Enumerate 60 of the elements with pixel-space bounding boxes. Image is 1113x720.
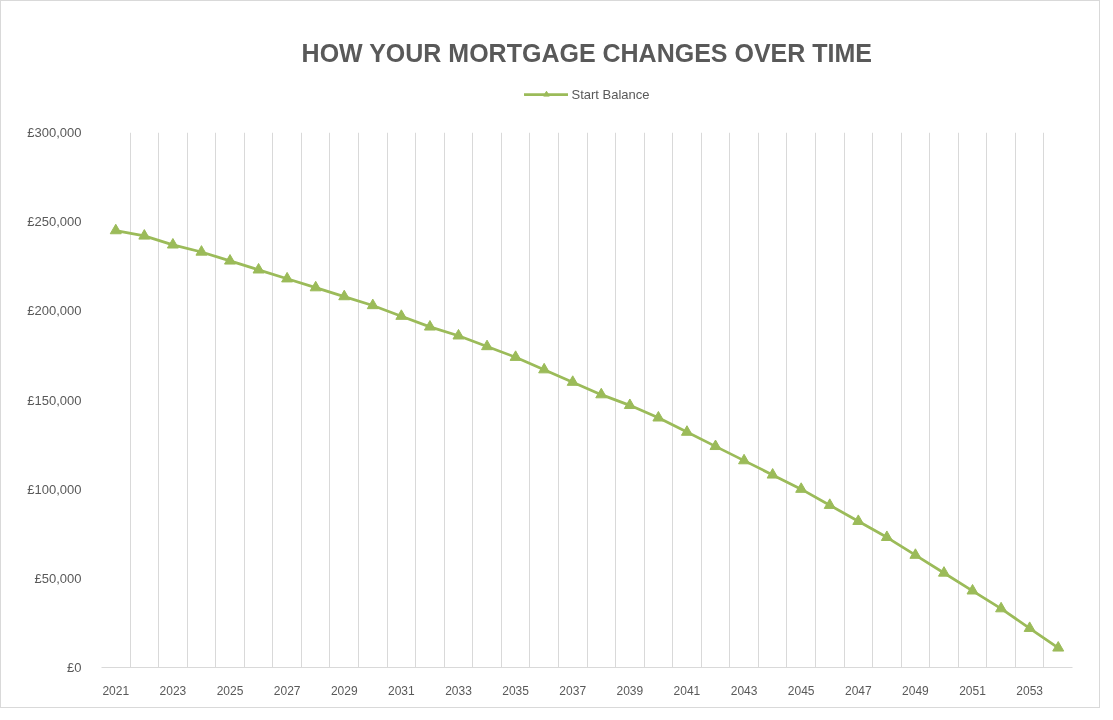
- point: [1023, 621, 1036, 632]
- x-tick-label: 2037: [559, 683, 587, 698]
- point: [366, 298, 379, 310]
- point: [195, 245, 208, 256]
- point: [224, 254, 237, 265]
- x-tick-label: 2041: [673, 683, 701, 698]
- x-tick-label: 2047: [844, 683, 872, 698]
- point: [538, 362, 551, 374]
- point: [709, 439, 722, 451]
- y-tick-label: £250,000: [27, 214, 82, 230]
- point: [481, 339, 494, 351]
- x-tick-label: 2035: [502, 683, 530, 698]
- point: [452, 328, 465, 340]
- point: [423, 320, 436, 331]
- point: [309, 280, 322, 292]
- point: [509, 350, 522, 361]
- x-tick-label: 2031: [388, 683, 416, 698]
- point: [652, 410, 665, 422]
- point: [766, 468, 779, 479]
- x-tick-label: 2033: [445, 683, 473, 698]
- legend-label: Start Balance: [571, 86, 650, 102]
- x-tick-label: 2043: [730, 683, 758, 698]
- x-tick-label: 2039: [616, 683, 644, 698]
- point: [995, 601, 1008, 613]
- y-tick-label: £200,000: [27, 303, 82, 319]
- x-tick-label: 2029: [330, 683, 358, 698]
- point: [880, 530, 893, 541]
- point: [852, 514, 865, 525]
- point: [738, 453, 751, 465]
- y-tick-label: £0: [67, 660, 82, 675]
- x-tick-label: 2045: [787, 683, 815, 698]
- y-tick-label: £100,000: [27, 481, 82, 497]
- point: [909, 548, 922, 559]
- y-tick-label: £50,000: [34, 570, 82, 586]
- chart-title: HOW YOUR MORTGAGE CHANGES OVER TIME: [301, 38, 872, 67]
- x-tick-label: 2053: [1016, 683, 1044, 698]
- point: [138, 229, 151, 240]
- point: [623, 398, 636, 410]
- point: [109, 223, 122, 235]
- x-tick-label: 2027: [273, 683, 301, 698]
- y-tick-label: £150,000: [27, 392, 82, 408]
- point: [252, 262, 265, 274]
- point: [937, 566, 950, 577]
- point: [1052, 641, 1065, 652]
- point: [566, 375, 579, 386]
- point: [166, 238, 179, 249]
- point: [680, 425, 693, 436]
- x-tick-label: 2021: [102, 683, 130, 698]
- x-tick-label: 2025: [216, 683, 244, 698]
- point: [281, 271, 294, 283]
- x-tick-label: 2023: [159, 683, 187, 698]
- point: [395, 309, 408, 320]
- point: [966, 583, 979, 595]
- x-tick-label: 2051: [959, 683, 987, 698]
- point: [338, 289, 351, 301]
- x-tick-label: 2049: [902, 683, 930, 698]
- point: [823, 498, 836, 509]
- y-tick-label: £300,000: [27, 125, 82, 140]
- point: [595, 387, 608, 399]
- point: [795, 482, 808, 493]
